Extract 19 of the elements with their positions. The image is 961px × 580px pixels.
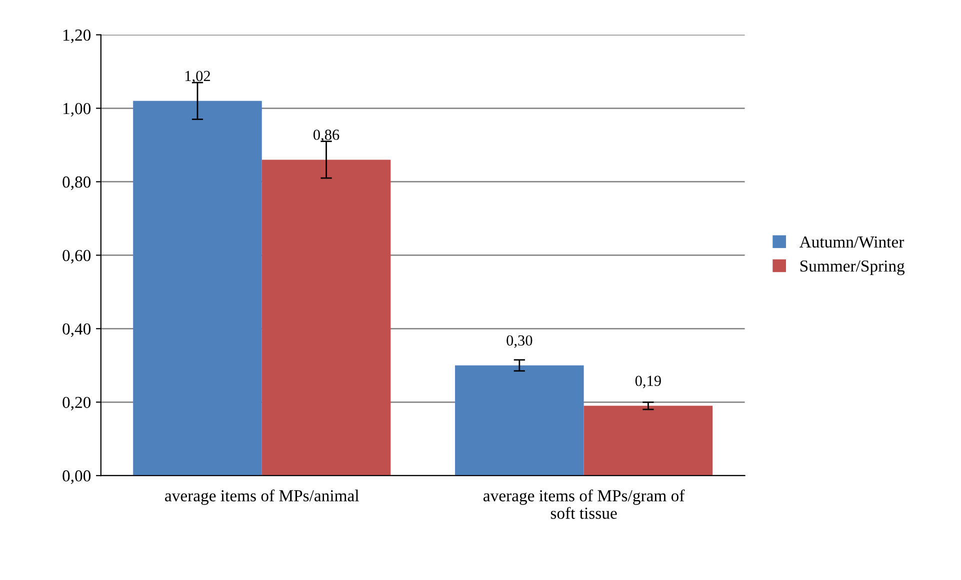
bar (455, 365, 584, 476)
y-tick-label: 1,00 (63, 102, 91, 117)
y-tick-label: 0,00 (62, 470, 91, 484)
y-tick-label: 0,40 (62, 323, 91, 338)
bar (133, 100, 262, 476)
data-label: 1,02 (185, 70, 210, 84)
bar (262, 160, 391, 476)
y-tick-label: 1,20 (63, 30, 91, 44)
x-tick-label: average items of MPs/gram of soft tissue (483, 489, 685, 519)
y-tick-label: 0,60 (62, 250, 91, 264)
bar (584, 406, 713, 476)
data-label: 0,86 (313, 130, 340, 142)
data-label: 0,30 (506, 335, 532, 348)
data-label: 0,19 (635, 376, 661, 388)
y-tick-label: 0,80 (62, 176, 91, 190)
legend-label: Summer/Spring (800, 260, 905, 276)
x-tick-label: average items of MPs/animal (165, 489, 359, 505)
y-tick-label: 0,20 (62, 396, 91, 410)
legend-label: Autumn/Winter (799, 236, 904, 248)
